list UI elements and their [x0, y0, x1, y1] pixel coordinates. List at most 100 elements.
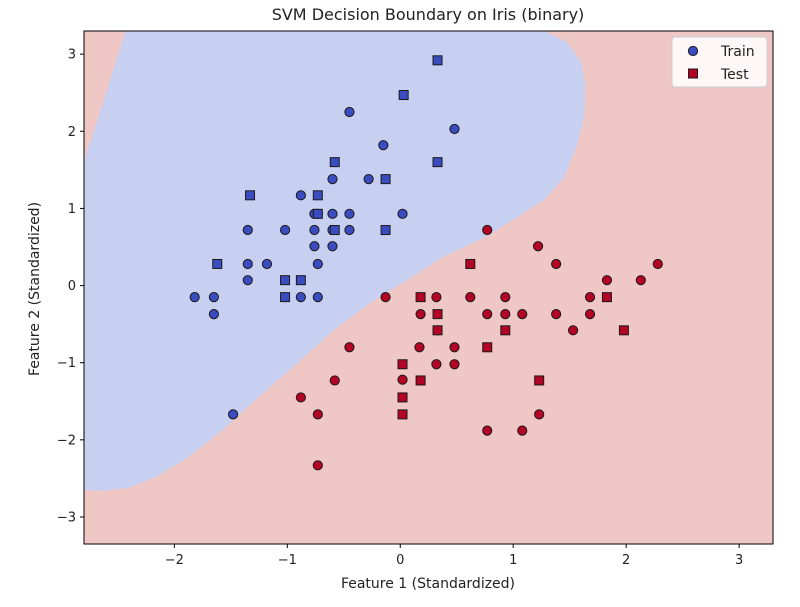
x-tick-label: 0 — [396, 553, 404, 568]
test-class1-point — [601, 292, 612, 303]
train-class0-point — [242, 224, 253, 236]
train-class1-point — [517, 309, 528, 320]
train-class1-point — [449, 342, 460, 353]
train-class1-point — [295, 392, 306, 403]
y-tick-label: −3 — [57, 511, 76, 526]
y-tick-label: 3 — [68, 48, 76, 63]
legend-train-marker — [687, 45, 699, 57]
train-class1-point — [635, 275, 646, 286]
train-class1-point — [500, 292, 511, 303]
legend-test-marker — [688, 68, 698, 79]
train-class0-point — [261, 258, 273, 270]
test-class0-point — [295, 275, 306, 286]
plot-area — [84, 31, 773, 544]
y-axis-label: Feature 2 (Standardized) — [27, 202, 43, 376]
chart-title: SVM Decision Boundary on Iris (binary) — [272, 5, 585, 24]
y-tick-label: 2 — [68, 125, 76, 140]
test-class0-point — [329, 225, 340, 236]
train-class0-point — [279, 224, 291, 236]
train-class0-point — [309, 241, 320, 252]
train-class1-point — [482, 224, 493, 236]
x-tick-label: −2 — [165, 553, 184, 568]
test-class1-point — [465, 258, 476, 269]
test-class1-point — [397, 409, 408, 420]
train-class1-point — [344, 342, 355, 353]
test-class0-point — [380, 225, 391, 236]
train-class1-point — [652, 258, 663, 270]
train-class0-point — [397, 208, 408, 219]
train-class0-point — [344, 224, 355, 236]
train-class0-point — [327, 241, 338, 252]
plot-frame — [83, 30, 774, 545]
train-class1-point — [397, 374, 408, 385]
train-class0-point — [295, 190, 306, 201]
train-class0-point — [208, 309, 219, 320]
train-class0-point — [312, 258, 323, 270]
train-class1-point — [431, 292, 442, 303]
train-class1-point — [584, 292, 596, 303]
test-class1-point — [500, 325, 511, 336]
train-class1-point — [431, 359, 442, 370]
legend: Train Test — [671, 36, 768, 88]
test-class1-point — [415, 375, 426, 386]
train-class1-point — [532, 241, 544, 252]
train-class1-point — [482, 425, 493, 436]
train-class1-point — [415, 309, 426, 320]
test-class1-point — [397, 392, 408, 403]
train-class1-point — [517, 425, 528, 436]
train-class1-point — [465, 292, 476, 303]
test-class0-point — [245, 190, 256, 201]
train-class0-point — [327, 208, 338, 219]
train-class0-point — [327, 174, 338, 185]
train-class1-point — [584, 309, 596, 320]
test-class1-point — [482, 342, 493, 353]
train-class1-point — [414, 342, 425, 353]
train-class1-point — [551, 258, 562, 270]
test-class0-point — [280, 275, 291, 286]
train-class0-point — [378, 140, 389, 151]
test-class0-point — [398, 90, 409, 101]
train-class1-point — [312, 409, 323, 420]
train-class0-point — [242, 275, 253, 286]
x-axis-label: Feature 1 (Standardized) — [341, 576, 515, 592]
train-class1-point — [380, 292, 391, 303]
x-tick-label: 3 — [735, 553, 743, 568]
train-class0-point — [449, 123, 460, 135]
train-class1-point — [551, 309, 562, 320]
legend-train-label: Train — [720, 44, 755, 60]
axes: −2 −1 0 1 2 3 −3 −2 −1 0 1 2 3 — [57, 30, 774, 568]
train-class1-point — [567, 325, 579, 336]
legend-test-label: Test — [720, 67, 749, 83]
test-class0-point — [312, 190, 323, 201]
train-class0-point — [242, 258, 253, 270]
train-class0-point — [312, 292, 323, 303]
train-class0-point — [344, 106, 355, 118]
test-class0-point — [380, 174, 391, 185]
class0-decision-region — [84, 31, 586, 491]
train-class1-point — [329, 375, 340, 386]
test-class1-point — [415, 292, 426, 303]
train-class1-point — [482, 309, 493, 320]
y-tick-label: 1 — [68, 202, 76, 217]
train-class0-point — [189, 292, 200, 303]
test-class1-point — [618, 325, 629, 336]
train-class0-point — [363, 174, 374, 185]
test-class1-point — [534, 375, 545, 386]
test-class0-point — [432, 157, 443, 168]
test-class0-point — [212, 258, 223, 269]
train-class0-point — [295, 292, 306, 303]
train-class1-point — [500, 309, 511, 320]
train-class0-point — [309, 224, 320, 236]
test-class0-point — [280, 292, 291, 303]
test-class1-point — [432, 325, 443, 336]
test-class0-point — [329, 157, 340, 168]
train-class1-point — [601, 275, 613, 286]
test-class1-point — [397, 359, 408, 370]
test-class0-point — [312, 208, 323, 219]
train-class1-point — [312, 460, 323, 471]
train-class0-point — [227, 409, 239, 420]
train-class0-point — [208, 292, 219, 303]
test-class0-point — [432, 55, 443, 66]
points — [189, 55, 663, 471]
